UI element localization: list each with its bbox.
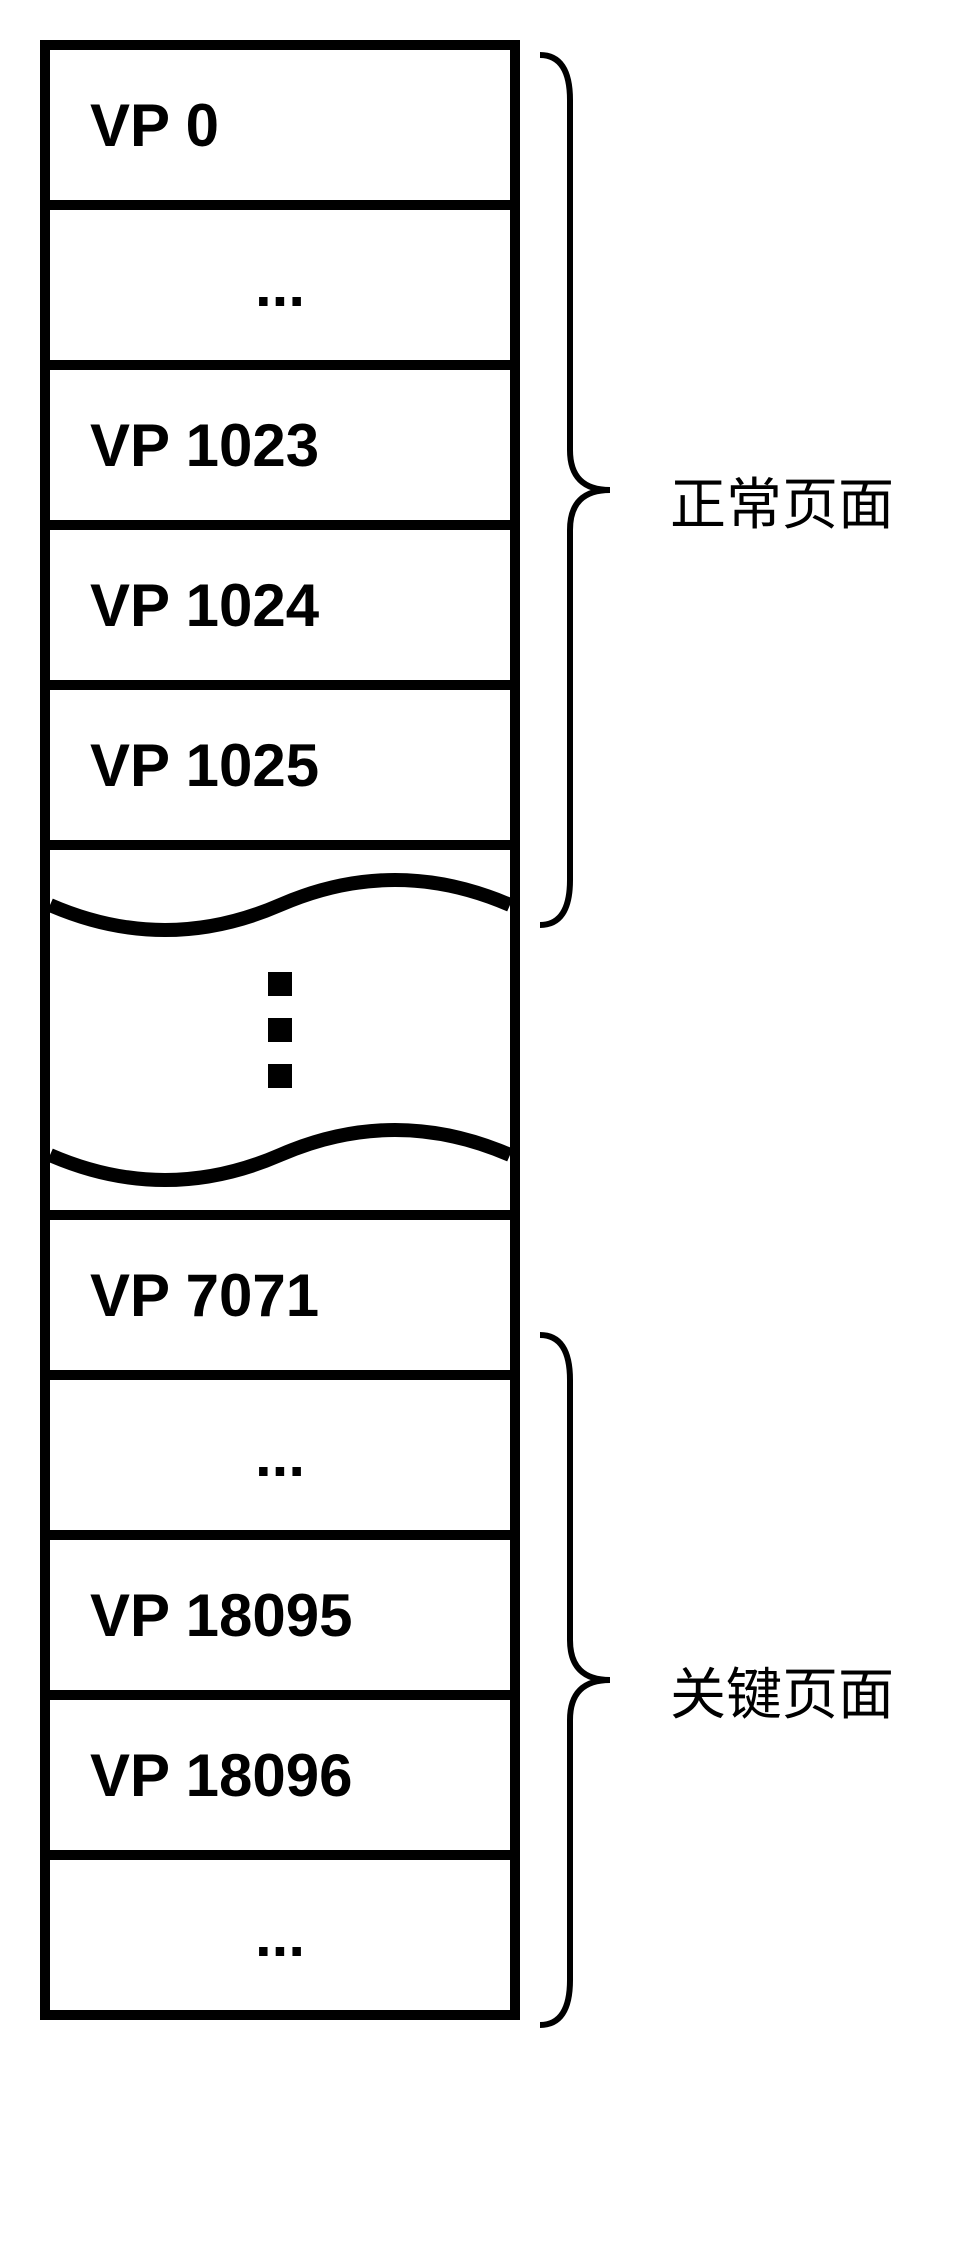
page-break [50,850,510,1220]
page-cell: ... [50,1860,510,2020]
break-dots-icon [268,972,292,1088]
page-label: VP 1025 [90,731,319,800]
page-cell: VP 7071 [50,1220,510,1380]
key-pages-label: 关键页面 [670,1650,894,1731]
brace-bottom-icon [530,1330,620,2030]
page-column: VP 0 ... VP 1023 VP 1024 VP 1025 [40,40,520,2020]
page-cell: VP 1023 [50,370,510,530]
page-cell: VP 18095 [50,1540,510,1700]
page-label: VP 7071 [90,1261,319,1330]
ellipsis-label: ... [255,251,305,320]
page-label: VP 1023 [90,411,319,480]
page-cell: VP 1025 [50,690,510,850]
brace-top-icon [530,50,620,930]
ellipsis-label: ... [255,1901,305,1970]
page-cell: VP 18096 [50,1700,510,1860]
page-label: VP 0 [90,91,219,160]
page-cell: VP 0 [50,50,510,210]
page-cell: ... [50,1380,510,1540]
page-label: VP 18096 [90,1741,352,1810]
break-wave-icon [50,870,510,940]
page-label: VP 18095 [90,1581,352,1650]
normal-pages-label: 正常页面 [670,460,894,541]
memory-page-diagram: VP 0 ... VP 1023 VP 1024 VP 1025 [40,40,940,2020]
page-cell: ... [50,210,510,370]
break-wave-icon [50,1120,510,1190]
ellipsis-label: ... [255,1421,305,1490]
page-label: VP 1024 [90,571,319,640]
page-cell: VP 1024 [50,530,510,690]
